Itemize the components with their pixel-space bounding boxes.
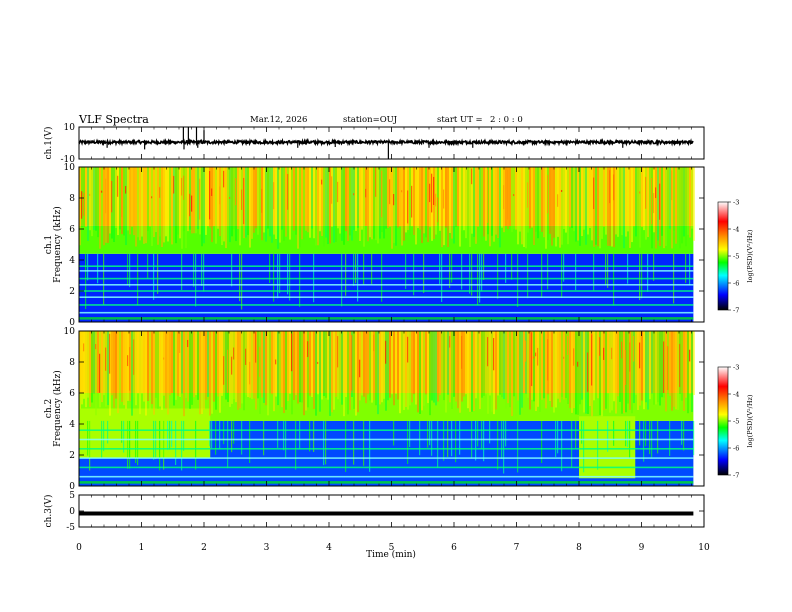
x-tick-label: 8 — [576, 543, 582, 553]
x-tick-label: 7 — [514, 543, 520, 553]
ch1-colorbar: -3 -4 -5 -6 -7 log(PSD)(V²/Hz) — [717, 199, 754, 315]
spectrogram-image — [79, 331, 695, 486]
y-axis-label: ch.1 — [44, 235, 54, 254]
x-tick-label: 0 — [76, 543, 82, 553]
ch2-colorbar: -3 -4 -5 -6 -7 log(PSD)(V²/Hz) — [717, 364, 754, 480]
colorbar-tick-label: -7 — [733, 307, 739, 315]
interference-line — [79, 466, 694, 469]
y-axis-label: Frequency (kHz) — [52, 370, 63, 447]
colorbar-tick-label: -7 — [733, 472, 739, 480]
colorbar-tick-label: -5 — [733, 418, 739, 426]
interference-line — [79, 457, 694, 459]
start-ut-label: start UT = — [437, 115, 483, 125]
spectral-patch — [79, 408, 211, 459]
x-tick-label: 4 — [326, 543, 332, 553]
interference-line — [79, 475, 694, 478]
y-axis-label: Frequency (kHz) — [52, 206, 63, 283]
ch1-waveform-panel: 10 -10 ch.1(V) — [43, 123, 705, 165]
y-tick-label: 8 — [69, 358, 75, 368]
y-tick-label: 8 — [69, 194, 75, 204]
colorbar-label: log(PSD)(V²/Hz) — [746, 229, 754, 282]
y-tick-label: -5 — [66, 523, 75, 533]
interference-line — [79, 311, 694, 314]
y-tick-label: 2 — [69, 287, 75, 297]
y-axis-label: ch.3(V) — [43, 495, 54, 528]
x-tick-label: 3 — [264, 543, 270, 553]
ch3-waveform-panel: 5 0 -5 ch.3(V) — [43, 491, 705, 533]
y-tick-label: 0 — [69, 482, 75, 492]
x-tick-label: 9 — [639, 543, 645, 553]
x-tick-label: 6 — [451, 543, 457, 553]
interference-line — [79, 429, 694, 431]
colorbar-scale — [717, 201, 729, 311]
y-tick-label: 2 — [69, 451, 75, 461]
y-tick-label: -10 — [61, 155, 76, 165]
time-axis-label: Time (min) — [366, 549, 416, 560]
y-tick-label: 4 — [69, 420, 75, 430]
station-label: station=OUJ — [343, 115, 398, 125]
y-tick-label: 0 — [69, 507, 75, 517]
y-axis-label: ch.1(V) — [43, 127, 54, 160]
colorbar-tick-label: -4 — [733, 226, 739, 234]
ch1-trace — [78, 137, 694, 147]
x-tick-label: 10 — [698, 543, 710, 553]
y-axis-label: ch.2 — [44, 399, 54, 418]
x-tick-label: 1 — [139, 543, 145, 553]
interference-line — [79, 296, 694, 298]
interference-line — [79, 438, 694, 441]
start-ut-value: 2 : 0 : 0 — [490, 115, 523, 125]
x-tick-label: 5 — [389, 543, 395, 553]
y-tick-label: 10 — [64, 163, 76, 173]
colorbar-tick-label: -6 — [733, 445, 739, 453]
interference-line — [79, 290, 694, 292]
ch2-spectrogram-panel: 0 2 4 6 8 10 ch.2 Frequency (kHz) — [44, 327, 705, 492]
interference-line — [79, 304, 694, 306]
y-tick-label: 6 — [69, 389, 75, 399]
figure-title: VLF Spectra — [78, 113, 149, 126]
y-tick-label: 0 — [69, 318, 75, 328]
y-tick-label: 5 — [69, 491, 75, 501]
y-tick-label: 10 — [64, 123, 76, 133]
colorbar-scale — [717, 366, 729, 476]
ch1-spectrogram-panel: 0 2 4 6 8 10 ch.1 Frequency (kHz) — [44, 163, 705, 328]
y-tick-label: 4 — [69, 256, 75, 266]
y-tick-label: 6 — [69, 225, 75, 235]
time-axis: 0 1 2 3 4 5 6 7 8 9 10 — [76, 543, 710, 553]
interference-line — [79, 277, 694, 280]
colorbar-tick-label: -3 — [733, 364, 739, 372]
colorbar-tick-label: -6 — [733, 280, 739, 288]
y-tick-label: 10 — [64, 327, 76, 337]
spectrogram-image — [79, 167, 695, 322]
interference-line — [79, 284, 694, 286]
colorbar-tick-label: -4 — [733, 391, 739, 399]
x-tick-label: 2 — [201, 543, 207, 553]
interference-line — [79, 265, 694, 267]
colorbar-tick-label: -3 — [733, 199, 739, 207]
date-label: Mar.12, 2026 — [250, 115, 307, 125]
interference-line — [79, 448, 694, 450]
colorbar-tick-label: -5 — [733, 253, 739, 261]
spectral-band — [79, 253, 694, 322]
interference-line — [79, 270, 694, 272]
colorbar-label: log(PSD)(V²/Hz) — [746, 394, 754, 447]
